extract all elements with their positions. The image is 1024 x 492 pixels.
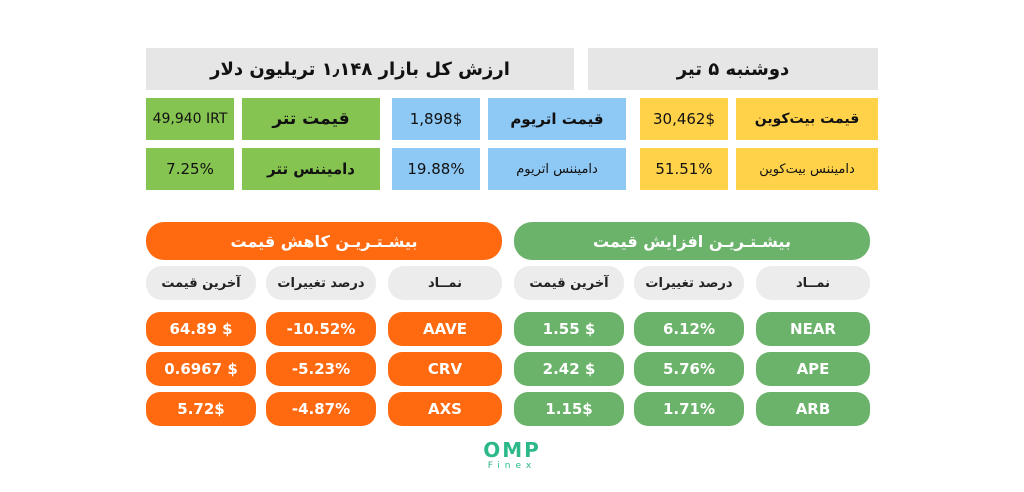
gainers-row-2-symbol: APE [756, 352, 870, 386]
losers-row-1-last: 64.89 $ [146, 312, 256, 346]
gainers-row-1-last: 1.55 $ [514, 312, 624, 346]
date-banner: دوشنبه ۵ تیر [588, 48, 878, 90]
losers-col-last-price: آخرین قیمت [146, 266, 256, 300]
losers-row-3-symbol: AXS [388, 392, 502, 426]
usdt-dominance-label: دامیننس تتر [242, 148, 380, 190]
losers-col-symbol: نمــاد [388, 266, 502, 300]
eth-dominance-label: دامیننس اتریوم [488, 148, 626, 190]
btc-dominance-value: 51.51% [640, 148, 728, 190]
usdt-dominance-value: 7.25% [146, 148, 234, 190]
gainers-row-3-last: 1.15$ [514, 392, 624, 426]
losers-row-2-symbol: CRV [388, 352, 502, 386]
brand-name: OMP [483, 438, 541, 462]
gainers-col-symbol: نمــاد [756, 266, 870, 300]
brand-logo: OMP Finex [476, 440, 548, 472]
losers-row-3-last: 5.72$ [146, 392, 256, 426]
losers-col-change: درصد تغییرات [266, 266, 376, 300]
gainers-row-2-last: 2.42 $ [514, 352, 624, 386]
eth-price-value: 1,898$ [392, 98, 480, 140]
losers-row-2-change: -5.23% [266, 352, 376, 386]
btc-price-label: قیمت بیت‌کوین [736, 98, 878, 140]
losers-row-2-last: 0.6967 $ [146, 352, 256, 386]
gainers-row-3-change: 1.71% [634, 392, 744, 426]
gainers-row-3-symbol: ARB [756, 392, 870, 426]
losers-row-1-change: -10.52% [266, 312, 376, 346]
losers-row-3-change: -4.87% [266, 392, 376, 426]
eth-dominance-value: 19.88% [392, 148, 480, 190]
losers-row-1-symbol: AAVE [388, 312, 502, 346]
gainers-row-1-change: 6.12% [634, 312, 744, 346]
eth-price-label: قیمت اتریوم [488, 98, 626, 140]
btc-dominance-label: دامیننس بیت‌کوین [736, 148, 878, 190]
gainers-col-last-price: آخرین قیمت [514, 266, 624, 300]
gainers-row-1-symbol: NEAR [756, 312, 870, 346]
losers-title: بیشـتـریـن کاهش قیمت [146, 222, 502, 260]
btc-price-value: 30,462$ [640, 98, 728, 140]
gainers-col-change: درصد تغییرات [634, 266, 744, 300]
brand-subtitle: Finex [487, 461, 537, 471]
market-cap-banner: ارزش کل بازار ۱٫۱۴۸ تریلیون دلار [146, 48, 574, 90]
usdt-price-label: قیمت تتر [242, 98, 380, 140]
gainers-row-2-change: 5.76% [634, 352, 744, 386]
gainers-title: بیشـتـریـن افزایش قیمت [514, 222, 870, 260]
usdt-price-value: 49,940 IRT [146, 98, 234, 140]
